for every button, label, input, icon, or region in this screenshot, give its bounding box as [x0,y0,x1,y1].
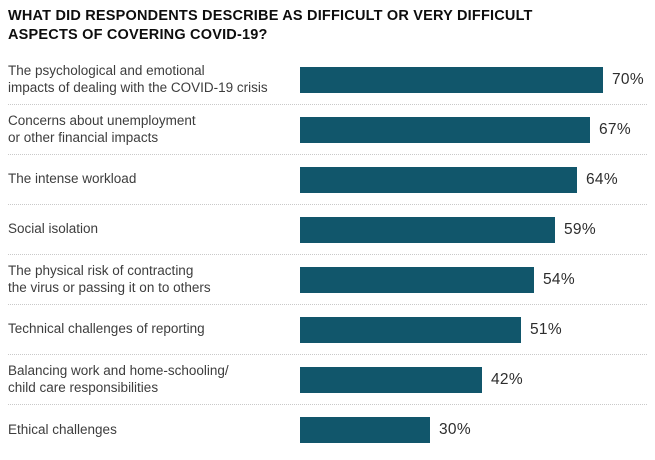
chart-rows: The psychological and emotional impacts … [8,55,647,455]
category-label: The physical risk of contracting the vir… [8,263,211,295]
value-label: 51% [530,320,562,338]
bar-area: 42% [300,366,523,393]
category-label: Concerns about unemployment or other fin… [8,113,196,145]
value-label: 30% [439,421,471,438]
bar [300,216,555,243]
bar [300,66,603,93]
chart-row: The psychological and emotional impacts … [8,55,647,105]
chart-row: Concerns about unemployment or other fin… [8,105,647,155]
bar-area: 64% [300,166,618,193]
value-label: 54% [543,270,575,288]
bar-area: 51% [300,316,562,343]
bar-area: 30% [300,417,471,443]
value-label: 70% [612,70,644,88]
category-label: Social isolation [8,221,99,237]
value-label: 42% [491,370,523,388]
value-label: 64% [586,170,618,188]
chart-title-line-1: WHAT DID RESPONDENTS DESCRIBE AS DIFFICU… [8,8,533,24]
category-label: Ethical challenges [8,421,117,437]
chart-row: Social isolation 59% [8,205,647,255]
bar [300,266,534,293]
bar-area: 54% [300,266,575,293]
bar-area: 70% [300,66,644,93]
category-label: The psychological and emotional impacts … [8,63,268,95]
value-label: 67% [599,120,631,138]
chart-row: The physical risk of contracting the vir… [8,255,647,305]
bar-area: 67% [300,116,631,143]
bar [300,366,482,393]
chart-title: WHAT DID RESPONDENTS DESCRIBE AS DIFFICU… [8,7,647,45]
category-label: The intense workload [8,171,137,187]
bar [300,116,590,143]
chart-row: The intense workload 64% [8,155,647,205]
chart-row: Balancing work and home-schooling/ child… [8,355,647,405]
bar [300,316,521,343]
bar-area: 59% [300,216,596,243]
category-label: Technical challenges of reporting [8,321,205,337]
category-label: Balancing work and home-schooling/ child… [8,363,229,395]
bar [300,166,577,193]
bar [300,417,430,443]
chart-row: Technical challenges of reporting 51% [8,305,647,355]
chart-title-line-2: ASPECTS OF COVERING COVID-19? [8,27,268,43]
chart-row: Ethical challenges 30% [8,405,647,455]
value-label: 59% [564,220,596,238]
